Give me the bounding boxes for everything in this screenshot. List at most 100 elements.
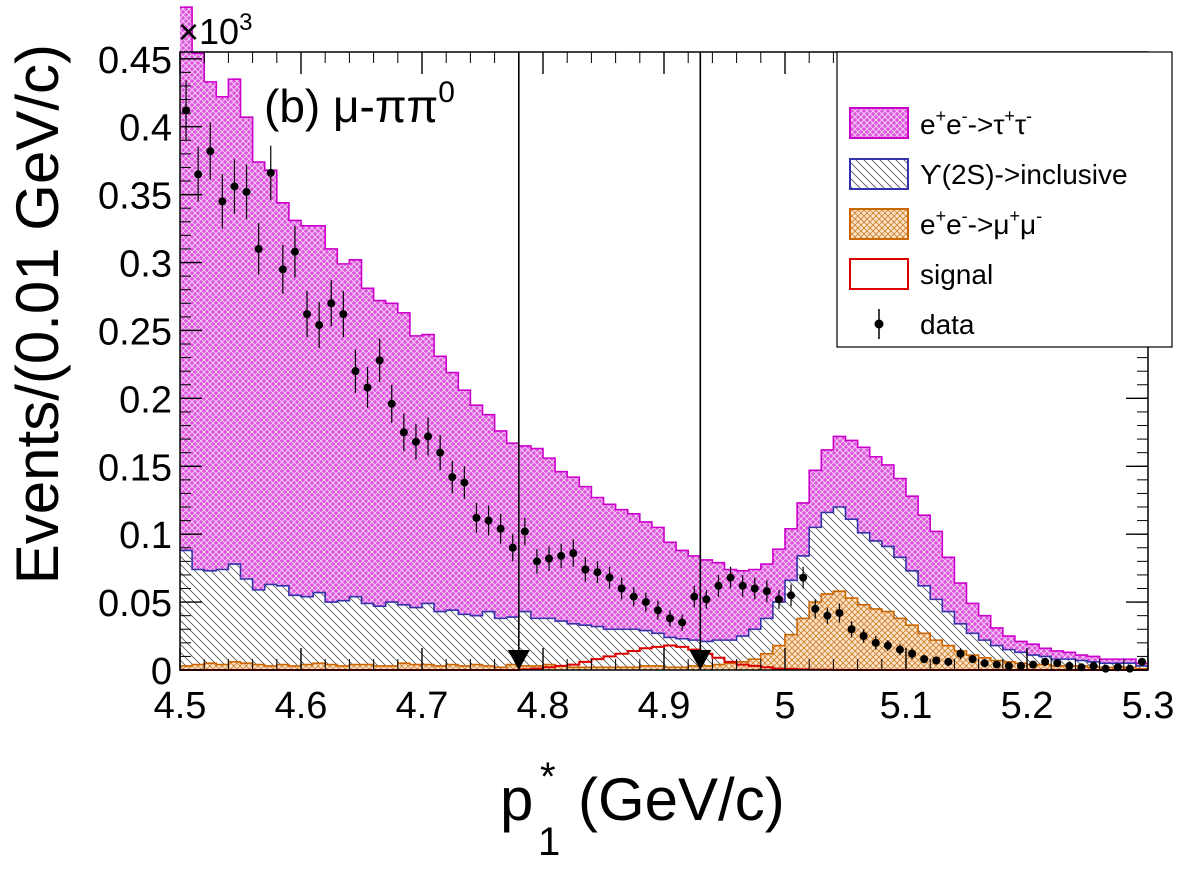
data-point	[315, 301, 324, 349]
data-point	[956, 648, 965, 660]
data-point	[1137, 657, 1146, 666]
data-point	[883, 640, 892, 651]
data-point	[194, 147, 203, 202]
data-point	[532, 549, 541, 574]
data-point	[1065, 661, 1074, 670]
data-point	[690, 585, 699, 608]
x-tick-label: 5	[774, 685, 795, 727]
x-tick-label: 5.2	[1001, 685, 1054, 727]
data-point	[1016, 661, 1025, 670]
data-point	[1101, 664, 1110, 673]
x-tick-label: 5.3	[1122, 685, 1175, 727]
legend-label-data: data	[920, 309, 975, 340]
x-axis-title-sub: 1	[538, 820, 560, 864]
x-axis-title-unit: (GeV/c)	[578, 766, 785, 833]
data-point	[182, 80, 191, 141]
data-point	[944, 657, 953, 666]
data-point	[1053, 659, 1062, 668]
data-point	[726, 566, 735, 589]
x-tick-label: 4.6	[275, 685, 328, 727]
y-tick-label: 0.1	[119, 515, 172, 557]
legend-swatch-upsilon	[849, 158, 909, 190]
y-tick-label: 0.15	[98, 447, 172, 489]
data-point	[363, 367, 372, 408]
data-point	[303, 291, 312, 338]
data-point	[678, 614, 687, 631]
data-point	[411, 424, 420, 460]
data-point	[266, 145, 275, 201]
y-tick-label: 0.45	[98, 40, 172, 82]
x-tick-label: 4.8	[517, 685, 570, 727]
data-point	[702, 589, 711, 609]
data-point	[774, 589, 783, 609]
data-point	[557, 543, 566, 569]
hist-outline-upsilon	[180, 506, 1148, 667]
data-point	[1004, 661, 1013, 670]
data-point	[1089, 661, 1098, 670]
data-point	[436, 435, 445, 471]
y-tick-label: 0	[151, 651, 172, 693]
data-point	[448, 460, 457, 494]
data-point	[206, 122, 215, 180]
y-tick-label: 0.35	[98, 176, 172, 218]
data-point	[496, 513, 505, 544]
data-point	[847, 621, 856, 638]
y-exponent-base: ×10	[178, 11, 239, 52]
data-point	[605, 566, 614, 589]
y-axis-title: Events/(0.01 GeV/c)	[4, 44, 71, 584]
data-point	[666, 610, 675, 627]
data-point	[895, 644, 904, 656]
data-point	[787, 584, 796, 607]
x-axis-title-sup: *	[540, 755, 556, 799]
y-tick-label: 0.3	[119, 244, 172, 286]
data-point	[424, 417, 433, 456]
data-point	[629, 587, 638, 607]
data-point	[617, 577, 626, 600]
legend-label-signal: signal	[920, 259, 993, 290]
data-point	[920, 655, 929, 664]
data-point	[254, 223, 263, 275]
data-point	[980, 659, 989, 668]
data-point	[460, 466, 469, 499]
x-tick-label: 4.9	[638, 685, 691, 727]
data-point	[339, 291, 348, 338]
x-tick-label: 4.5	[154, 685, 207, 727]
data-point	[581, 557, 590, 582]
data-point	[387, 384, 396, 423]
data-point	[1041, 657, 1050, 666]
data-point	[375, 338, 384, 383]
data-point	[641, 592, 650, 612]
data-point	[992, 660, 1001, 669]
data-point	[714, 574, 723, 597]
data-point	[799, 566, 808, 589]
x-axis-title-main: p	[500, 766, 533, 833]
y-tick-label: 0.4	[119, 108, 172, 150]
panel-label-main: (b) μ-ππ	[264, 80, 438, 132]
data-point	[351, 349, 360, 393]
legend-label-mumu: e+e-->μ+μ-	[920, 206, 1042, 240]
legend: e+e-->τ+τ- ϒ(2S)->inclusive e+e-->μ+μ- s…	[836, 51, 1173, 348]
data-point	[593, 561, 602, 584]
data-point	[762, 580, 771, 603]
hist-outline-tautau	[180, 6, 1148, 665]
data-point	[932, 656, 941, 665]
panel-label-sup: 0	[438, 76, 455, 109]
data-point	[545, 546, 554, 571]
data-point	[823, 607, 832, 624]
data-point	[859, 629, 868, 643]
data-point	[738, 574, 747, 597]
x-tick-label: 4.7	[396, 685, 449, 727]
data-point	[218, 174, 227, 229]
data-point	[1125, 664, 1134, 673]
data-point	[230, 159, 239, 214]
axis-ticks: 0 0.05 0.1 0.15 0.2 0.25 0.3 0.35 0.4 0.45 4.5 4.6 4…	[98, 40, 1174, 727]
data-point	[1029, 660, 1038, 669]
legend-box	[836, 51, 1173, 348]
cut-arrow-1	[689, 650, 712, 670]
data-point	[968, 655, 977, 664]
x-axis-title: p	[500, 766, 533, 833]
data-point	[811, 599, 820, 619]
y-exponent-power: 3	[239, 9, 252, 36]
panel-label: (b) μ-ππ0	[264, 76, 455, 132]
